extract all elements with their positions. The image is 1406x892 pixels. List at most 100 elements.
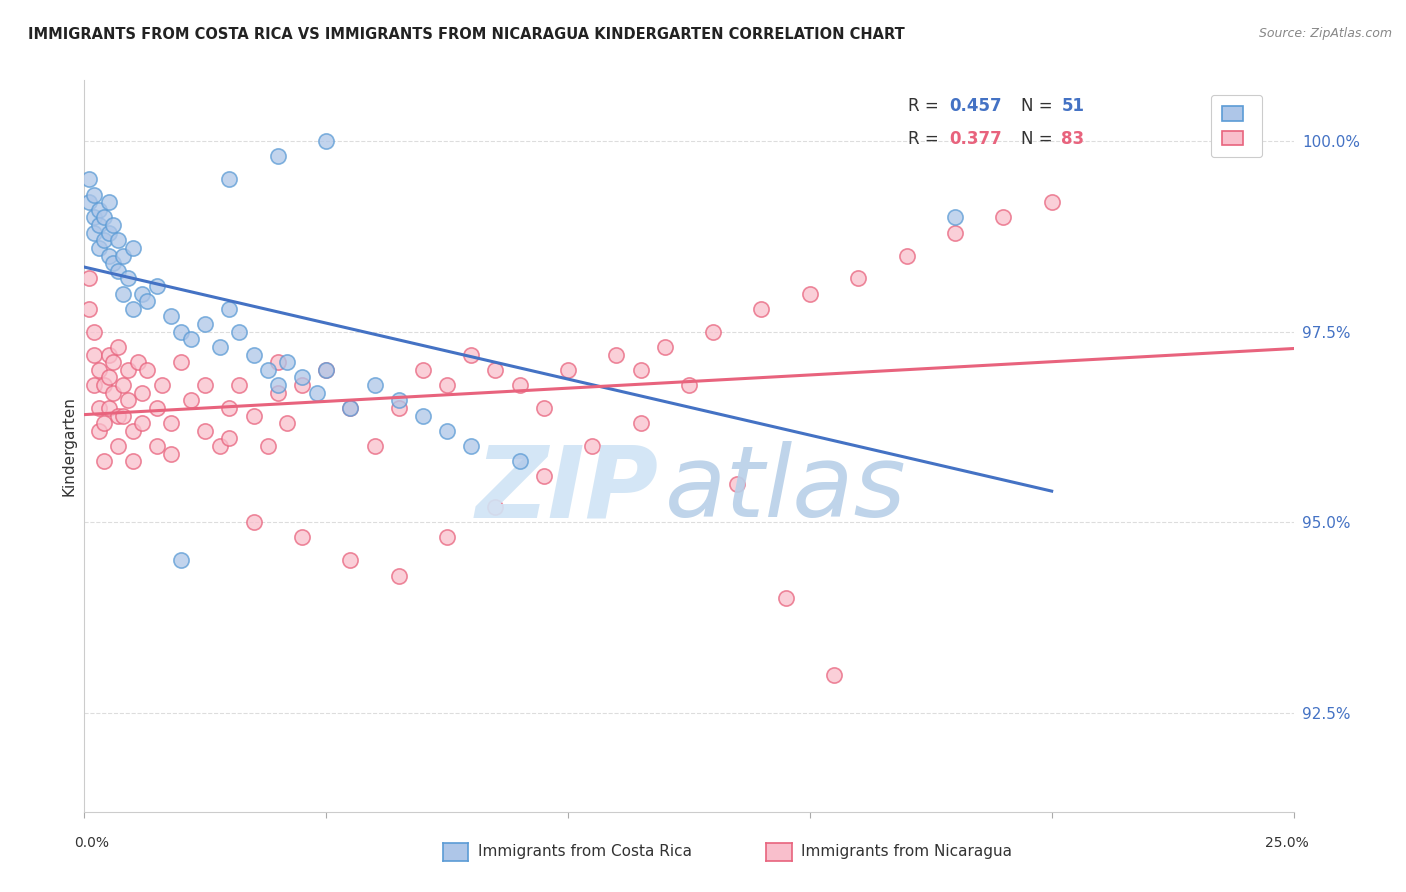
Point [87, 363, 110, 377]
Point [117, 271, 139, 285]
Point [112, 248, 135, 262]
Point [160, 447, 183, 461]
Point [291, 531, 314, 545]
Point [83, 347, 105, 361]
Point [242, 515, 264, 529]
Point [630, 363, 652, 377]
Point [170, 355, 193, 369]
Point [121, 301, 143, 316]
Text: 0.377: 0.377 [949, 130, 1001, 148]
Point [107, 439, 129, 453]
Text: 25.0%: 25.0% [1264, 836, 1309, 850]
Text: N =: N = [1022, 97, 1059, 115]
Point [509, 378, 531, 392]
Point [823, 667, 845, 681]
Point [509, 454, 531, 468]
Point [136, 363, 159, 377]
Point [678, 378, 700, 392]
Text: ZIP: ZIP [475, 442, 659, 539]
Point [97, 226, 120, 240]
Point [943, 211, 966, 225]
Point [87, 218, 110, 232]
Point [107, 233, 129, 247]
Point [1040, 195, 1063, 210]
Point [87, 401, 110, 415]
Point [751, 301, 773, 316]
Point [218, 401, 240, 415]
Point [533, 401, 555, 415]
Point [315, 134, 337, 148]
Point [103, 355, 125, 369]
Text: Immigrants from Nicaragua: Immigrants from Nicaragua [801, 845, 1012, 859]
Point [228, 325, 250, 339]
Point [131, 416, 153, 430]
Point [87, 241, 110, 255]
Point [150, 378, 173, 392]
Point [97, 248, 120, 262]
Point [93, 454, 115, 468]
Point [83, 226, 105, 240]
Point [460, 439, 482, 453]
Point [846, 271, 869, 285]
Point [943, 226, 966, 240]
Point [242, 347, 264, 361]
Point [83, 378, 105, 392]
Point [180, 332, 202, 346]
Point [87, 202, 110, 217]
Point [896, 248, 918, 262]
Point [93, 378, 115, 392]
Point [242, 409, 264, 423]
Point [315, 363, 337, 377]
Point [339, 553, 361, 567]
Point [131, 286, 153, 301]
Point [412, 363, 434, 377]
Point [77, 301, 100, 316]
Point [484, 500, 506, 514]
Point [77, 195, 100, 210]
Point [103, 256, 125, 270]
Point [228, 378, 250, 392]
Text: Source: ZipAtlas.com: Source: ZipAtlas.com [1258, 27, 1392, 40]
Point [218, 172, 240, 186]
Point [484, 363, 506, 377]
Point [557, 363, 579, 377]
Text: atlas: atlas [665, 442, 907, 539]
Point [363, 439, 385, 453]
Point [146, 401, 169, 415]
Point [654, 340, 676, 354]
Point [436, 531, 458, 545]
Text: R =: R = [908, 97, 943, 115]
Text: Immigrants from Costa Rica: Immigrants from Costa Rica [478, 845, 692, 859]
Text: IMMIGRANTS FROM COSTA RICA VS IMMIGRANTS FROM NICARAGUA KINDERGARTEN CORRELATION: IMMIGRANTS FROM COSTA RICA VS IMMIGRANTS… [28, 27, 905, 42]
Point [121, 424, 143, 438]
Point [170, 553, 193, 567]
Point [218, 431, 240, 445]
Point [131, 385, 153, 400]
Point [339, 401, 361, 415]
Point [160, 310, 183, 324]
Point [267, 149, 290, 163]
Point [315, 363, 337, 377]
Point [194, 378, 217, 392]
Point [533, 469, 555, 483]
Point [112, 409, 135, 423]
Point [291, 370, 314, 384]
Point [93, 416, 115, 430]
Point [93, 233, 115, 247]
Point [702, 325, 724, 339]
Point [83, 187, 105, 202]
Point [160, 416, 183, 430]
Point [436, 378, 458, 392]
Point [257, 439, 280, 453]
Point [112, 378, 135, 392]
Point [775, 591, 797, 606]
Point [97, 401, 120, 415]
Point [97, 195, 120, 210]
Point [208, 439, 231, 453]
Point [267, 378, 290, 392]
Point [107, 409, 129, 423]
Point [77, 271, 100, 285]
Point [208, 340, 231, 354]
Point [276, 416, 298, 430]
Text: N =: N = [1022, 130, 1059, 148]
